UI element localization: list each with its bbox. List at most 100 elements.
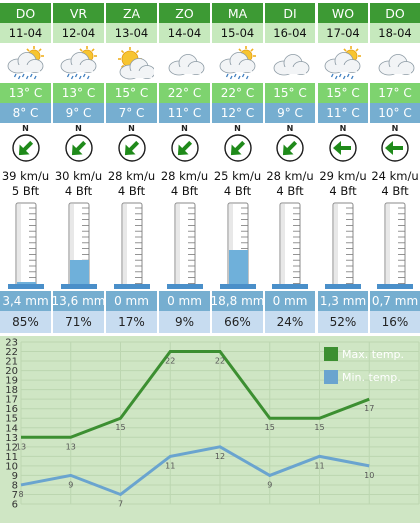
data-label: 15 (265, 423, 275, 432)
temp-min-cell: 7° C (106, 103, 157, 123)
data-label: 11 (314, 461, 324, 470)
day-header: DI (265, 3, 315, 23)
rain-amount-label: 0 mm (272, 294, 308, 308)
data-label: 9 (267, 480, 272, 489)
rain-amount-cell: 0 mm (106, 291, 157, 311)
temp-min-cell: 9° C (265, 103, 315, 123)
data-label: 8 (18, 490, 23, 499)
compass-north-label: N (339, 124, 347, 133)
temp-max-cell: 13° C (53, 83, 104, 103)
data-label: 15 (314, 423, 324, 432)
wind-speed-cell: 28 km/u 4 Bft (106, 167, 157, 200)
y-tick-label: 12 (5, 442, 18, 453)
date-cell: 13-04 (106, 23, 157, 43)
temp-max-cell: 13° C (0, 83, 51, 103)
rain-gauge-icon (318, 200, 368, 291)
y-tick-label: 16 (5, 404, 18, 415)
rain-amount-label: 18,8 mm (210, 294, 265, 308)
wind-direction-cell: N (106, 123, 157, 167)
temp-max-label: 15° C (273, 86, 307, 100)
cloud-sun-rain-icon (212, 43, 263, 83)
sun-cloud-icon (106, 43, 157, 83)
series-line (20, 445, 370, 497)
cloud-sun-rain-icon (53, 43, 104, 83)
wind-direction-cell: N (0, 123, 51, 167)
wind-arrow-icon (64, 133, 94, 166)
y-tick-label: 13 (5, 433, 18, 444)
y-tick-label: 11 (5, 452, 18, 463)
rain-gauge-icon (106, 200, 157, 291)
date-cell: 15-04 (212, 23, 263, 43)
rain-amount-label: 0 mm (114, 294, 149, 308)
day-label: ZO (175, 5, 194, 21)
temp-min-label: 11° C (326, 106, 360, 120)
y-tick-label: 21 (5, 357, 18, 368)
compass-north-label: N (391, 124, 399, 133)
rain-gauge-icon (0, 200, 51, 291)
rain-amount-cell: 3,4 mm (0, 291, 51, 311)
date-label: 13-04 (114, 26, 149, 40)
wind-speed-cell: 39 km/u 5 Bft (0, 167, 51, 200)
wind-speed-cell: 30 km/u 4 Bft (53, 167, 104, 200)
wind-bft-label: 4 Bft (170, 183, 199, 198)
rain-amount-cell: 0 mm (265, 291, 315, 311)
data-label: 9 (68, 480, 73, 489)
temp-max-cell: 15° C (318, 83, 368, 103)
wind-arrow-icon (117, 133, 147, 166)
day-label: DO (15, 5, 36, 21)
rain-gauge-icon (370, 200, 420, 291)
wind-arrow-icon (275, 133, 305, 166)
day-header: MA (212, 3, 263, 23)
day-label: MA (227, 5, 248, 21)
date-label: 18-04 (378, 26, 412, 40)
day-label: WO (331, 5, 355, 21)
compass-north-label: N (234, 124, 241, 133)
rain-amount-label: 13,6 mm (51, 294, 106, 308)
wind-speed-label: 29 km/u (319, 168, 367, 183)
rain-chance-cell: 9% (159, 311, 210, 333)
temp-min-label: 8° C (12, 106, 39, 120)
wind-speed-cell: 25 km/u 4 Bft (212, 167, 263, 200)
wind-bft-label: 4 Bft (64, 183, 93, 198)
temp-max-label: 17° C (378, 86, 412, 100)
wind-direction-cell: N (318, 123, 368, 167)
wind-direction-cell: N (159, 123, 210, 167)
wind-arrow-icon (328, 133, 358, 166)
data-label: 12 (215, 452, 225, 461)
data-label: 7 (118, 499, 123, 508)
temp-min-cell: 8° C (0, 103, 51, 123)
chart-legend: Max. temp. Min. temp. (324, 347, 404, 384)
rain-amount-cell: 0,7 mm (370, 291, 420, 311)
rain-chance-cell: 24% (265, 311, 315, 333)
temp-max-label: 22° C (167, 86, 202, 100)
date-cell: 11-04 (0, 23, 51, 43)
wind-arrow-icon (380, 133, 410, 166)
legend-label: Max. temp. (342, 348, 404, 361)
rain-amount-label: 0,7 mm (371, 294, 419, 308)
column-divider (104, 0, 106, 335)
compass-north-label: N (75, 124, 82, 133)
date-cell: 14-04 (159, 23, 210, 43)
wind-speed-cell: 29 km/u 4 Bft (318, 167, 368, 200)
day-header: ZO (159, 3, 210, 23)
y-tick-label: 8 (12, 480, 18, 491)
data-label: 17 (364, 404, 374, 413)
y-tick-label: 17 (5, 395, 18, 406)
temp-max-label: 13° C (8, 86, 43, 100)
day-header: DO (0, 3, 51, 23)
wind-direction-cell: N (53, 123, 104, 167)
wind-speed-label: 24 km/u (371, 168, 419, 183)
temp-max-label: 13° C (61, 86, 96, 100)
rain-chance-cell: 71% (53, 311, 104, 333)
wind-bft-label: 5 Bft (11, 183, 40, 198)
date-label: 11-04 (8, 26, 43, 40)
compass-north-label: N (181, 124, 188, 133)
data-label: 13 (16, 442, 26, 451)
temp-min-cell: 11° C (318, 103, 368, 123)
rain-chance-label: 24% (276, 315, 304, 329)
rain-gauge-icon (212, 200, 263, 291)
y-tick-label: 7 (12, 490, 18, 501)
temp-min-cell: 11° C (159, 103, 210, 123)
column-divider (368, 0, 370, 335)
